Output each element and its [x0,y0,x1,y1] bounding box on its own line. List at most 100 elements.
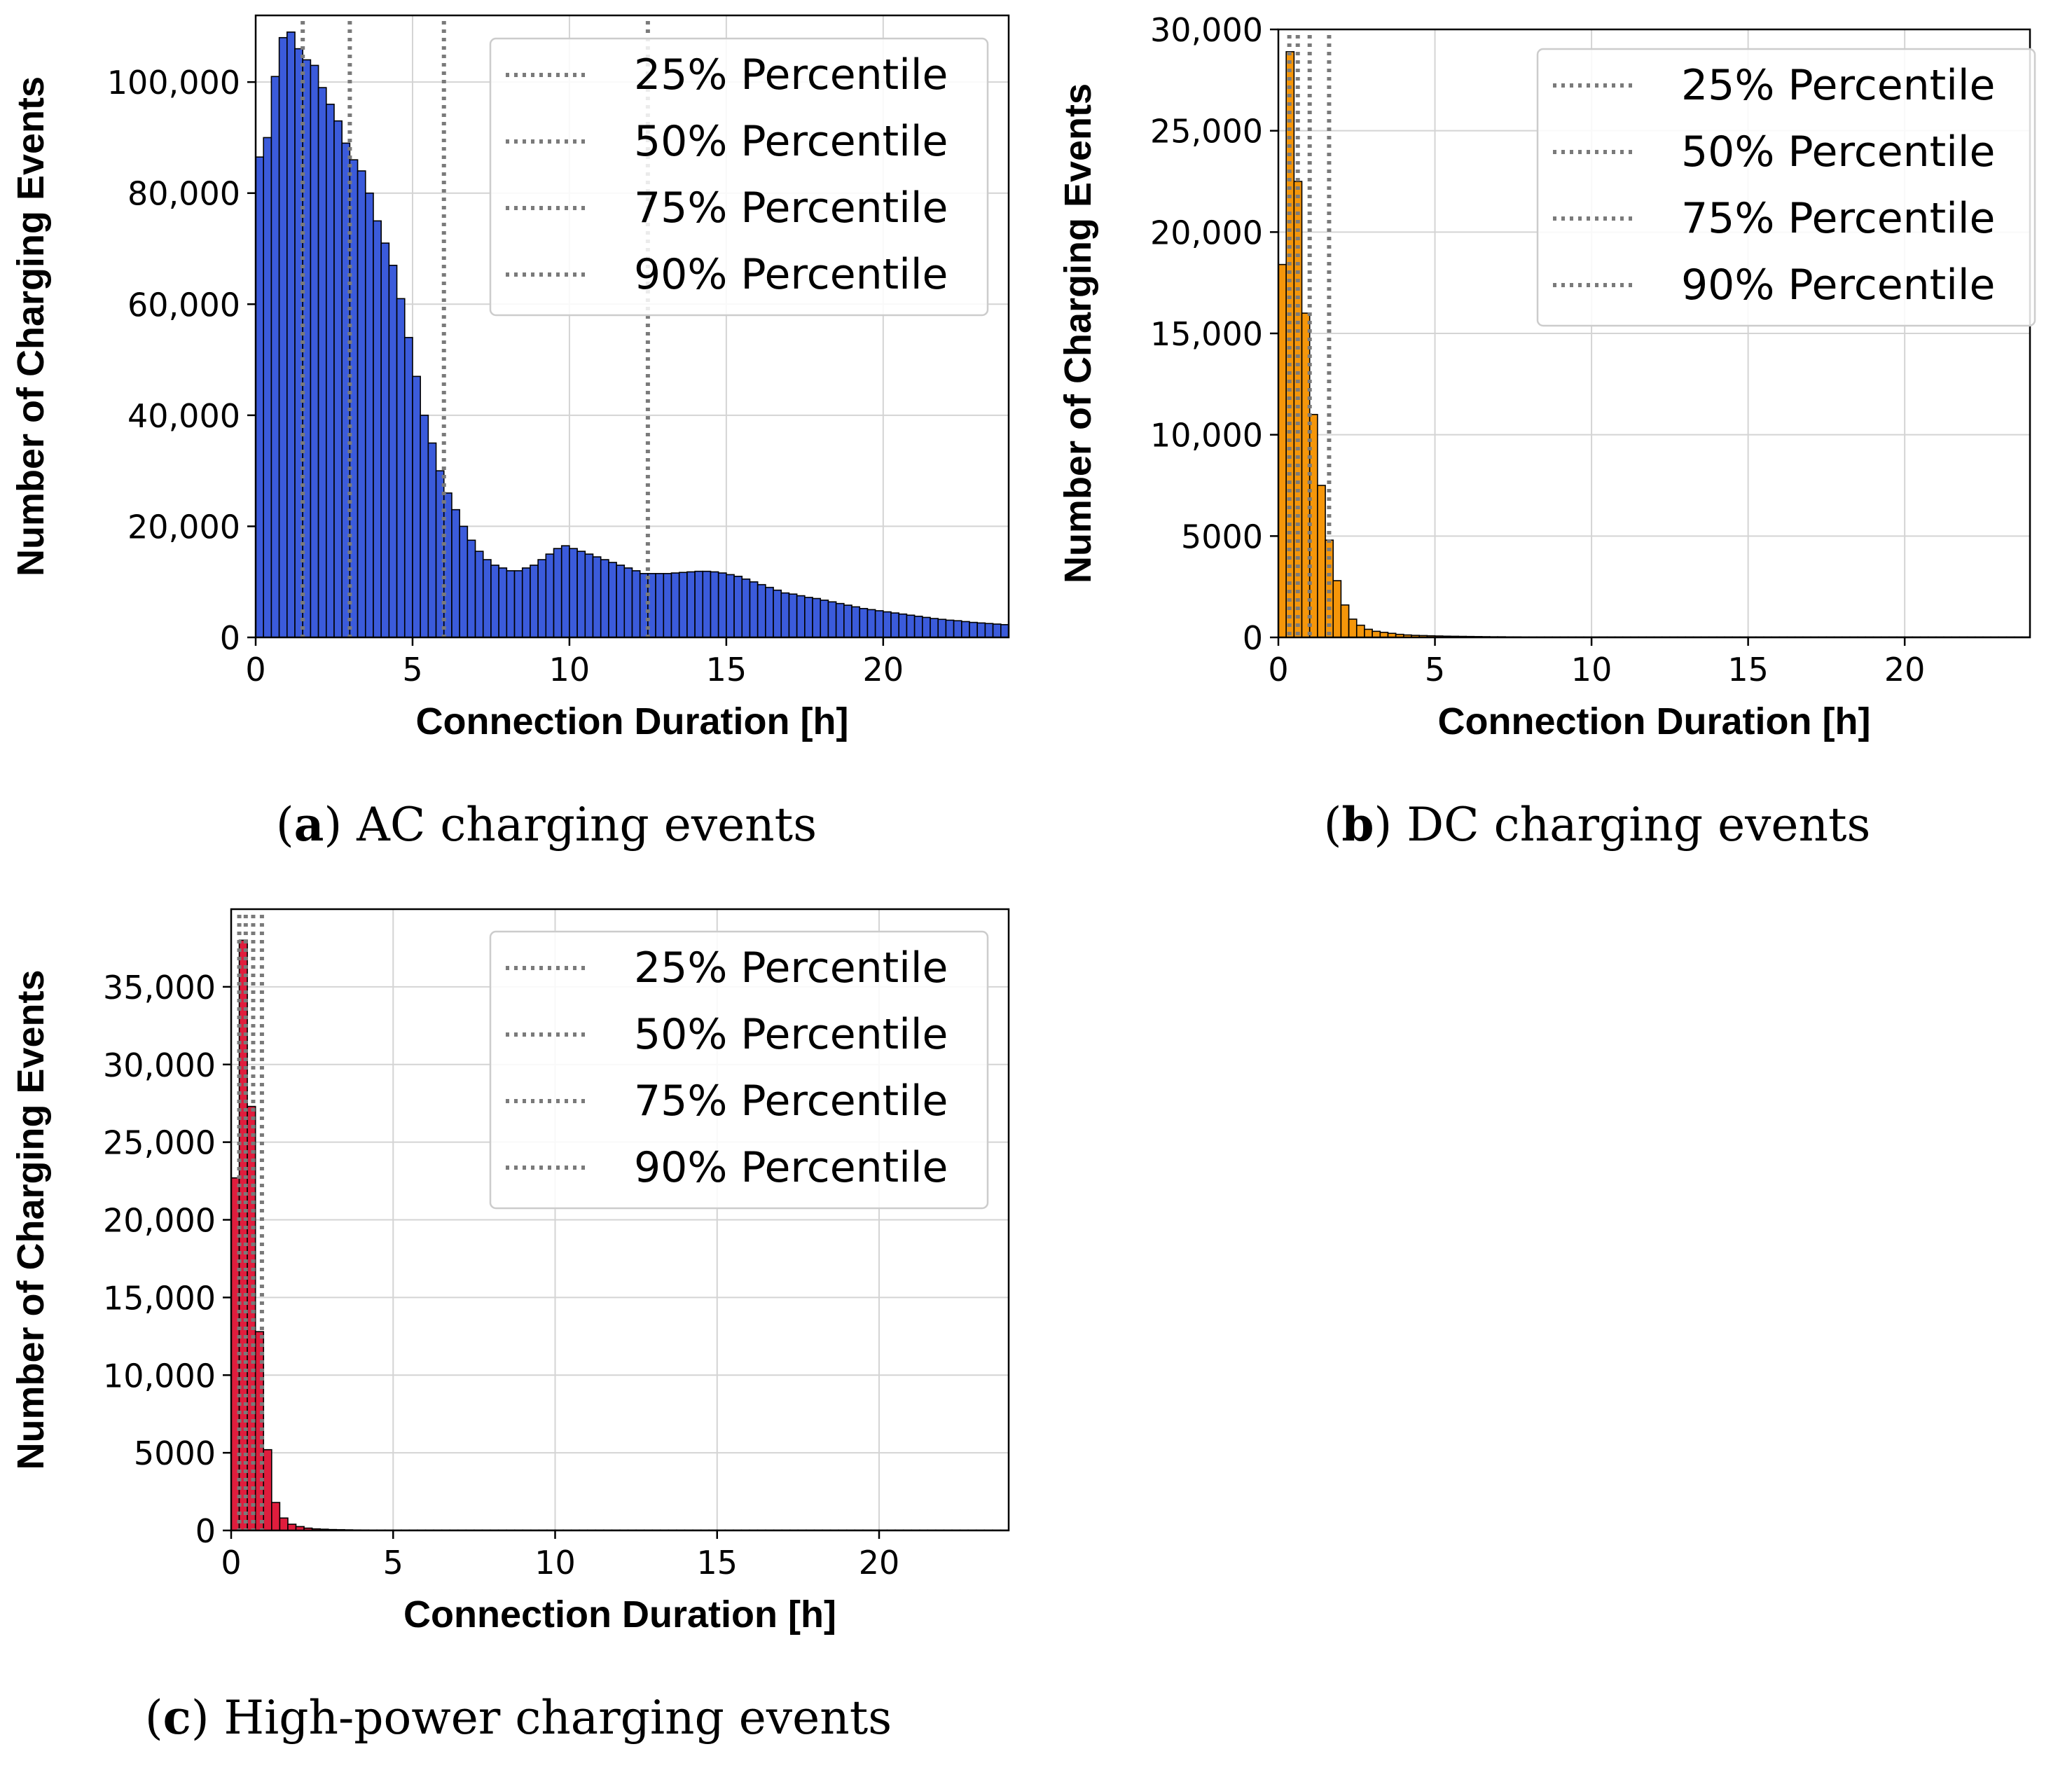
x-tick-label: 15 [1727,651,1769,689]
histogram-bar [741,578,751,638]
y-tick-label: 10,000 [103,1357,216,1395]
histogram-bar [263,1449,272,1531]
x-tick-label: 5 [383,1544,403,1582]
x-tick-label: 20 [859,1544,900,1582]
caption-paren-close: ) [191,1691,224,1745]
histogram-bar [279,1517,289,1531]
histogram-bar [906,614,916,638]
histogram-bar [286,31,296,638]
histogram-bar [992,623,1002,638]
histogram-bar [576,551,586,638]
y-tick-label: 30,000 [103,1046,216,1084]
caption: (b) DC charging events [1324,797,1871,852]
histogram-bar [325,104,335,638]
histogram-bar [694,570,704,638]
caption-text: AC charging events [356,798,817,852]
x-tick-label: 5 [1425,651,1445,689]
y-tick-label: 25,000 [1150,113,1263,151]
y-tick-label: 0 [195,1512,216,1550]
histogram-bar [1348,618,1358,638]
histogram-bar [969,621,979,638]
y-tick-label: 5000 [1181,518,1263,555]
x-axis-title: Connection Duration [h] [416,700,849,742]
histogram-bar [670,572,680,638]
histogram-bar [287,1523,297,1531]
histogram-bar [717,572,727,638]
y-tick-label: 80,000 [127,175,240,213]
legend-label: 90% Percentile [1681,261,1995,310]
caption: (c) High-power charging events [145,1690,892,1745]
histogram-bar [592,556,602,638]
y-tick-label: 40,000 [127,397,240,435]
histogram-bar [530,565,539,638]
y-tick-label: 35,000 [103,969,216,1007]
caption-text: High-power charging events [224,1691,892,1745]
caption-paren-open: ( [276,798,294,852]
histogram-bar [451,509,460,638]
histogram-bar [922,616,931,638]
histogram-bar [513,570,523,638]
histogram-bar [913,616,923,638]
legend-label: 75% Percentile [1681,194,1995,243]
histogram-bar [506,570,516,638]
histogram-bar [521,567,531,638]
histogram-bar [874,610,884,638]
y-tick-label: 10,000 [1150,417,1263,455]
histogram-bar [569,548,578,638]
x-tick-label: 0 [1268,651,1288,689]
y-tick-label: 25,000 [103,1124,216,1162]
histogram-bar [710,571,719,638]
histogram-bar [780,592,790,638]
plot-frame [254,14,1010,639]
histogram-bar [827,601,837,638]
histogram-bar [1355,624,1365,638]
histogram-bar [976,622,986,638]
caption-letter: a [294,797,324,852]
histogram-bar [443,492,453,638]
legend-label: 25% Percentile [1681,61,1995,110]
histogram-bar [726,574,735,638]
legend-label: 50% Percentile [1681,127,1995,177]
histogram-bar [757,583,766,638]
histogram-bar [961,621,970,638]
histogram-bar [1278,263,1287,638]
histogram-bar [749,581,759,638]
histogram-bar [600,559,609,638]
legend-label: 90% Percentile [634,250,948,299]
histogram-bar [1325,539,1334,638]
histogram-bar [1332,580,1342,638]
histogram-bar [373,220,382,638]
x-tick-label: 20 [1884,651,1926,689]
y-tick-label: 0 [220,619,240,657]
y-tick-label: 15,000 [1150,315,1263,353]
caption-paren-open: ( [145,1691,163,1745]
x-axis-title: Connection Duration [h] [403,1593,836,1636]
histogram-bar [859,607,869,638]
histogram-bar [545,553,555,638]
histogram-bar [467,539,476,638]
histogram-bar [883,611,892,638]
histogram-bar [263,137,272,638]
y-tick-label: 20,000 [127,508,240,546]
x-tick-label: 10 [1571,651,1612,689]
caption-letter: b [1341,797,1374,852]
histogram-bar [420,415,429,638]
histogram-bar [278,36,288,638]
x-tick-label: 5 [402,651,422,689]
histogram-bar [953,620,962,638]
histogram-bar [310,64,319,638]
legend-label: 50% Percentile [634,117,948,166]
histogram-bar [820,600,829,638]
histogram-bar [388,264,398,638]
histogram-bar [937,618,947,638]
x-tick-label: 0 [245,651,265,689]
histogram-bar [702,570,712,638]
x-tick-label: 20 [863,651,904,689]
histogram-bar [835,602,845,638]
chart-c: 0 5 10 15 20 0 5000 10,000 15,000 20,000 25,000 30,… [10,908,1010,1745]
legend-label: 75% Percentile [634,184,948,233]
histogram-bar [380,242,390,638]
caption-letter: c [163,1690,191,1745]
y-axis-title: Number of Charging Events [1057,83,1099,583]
